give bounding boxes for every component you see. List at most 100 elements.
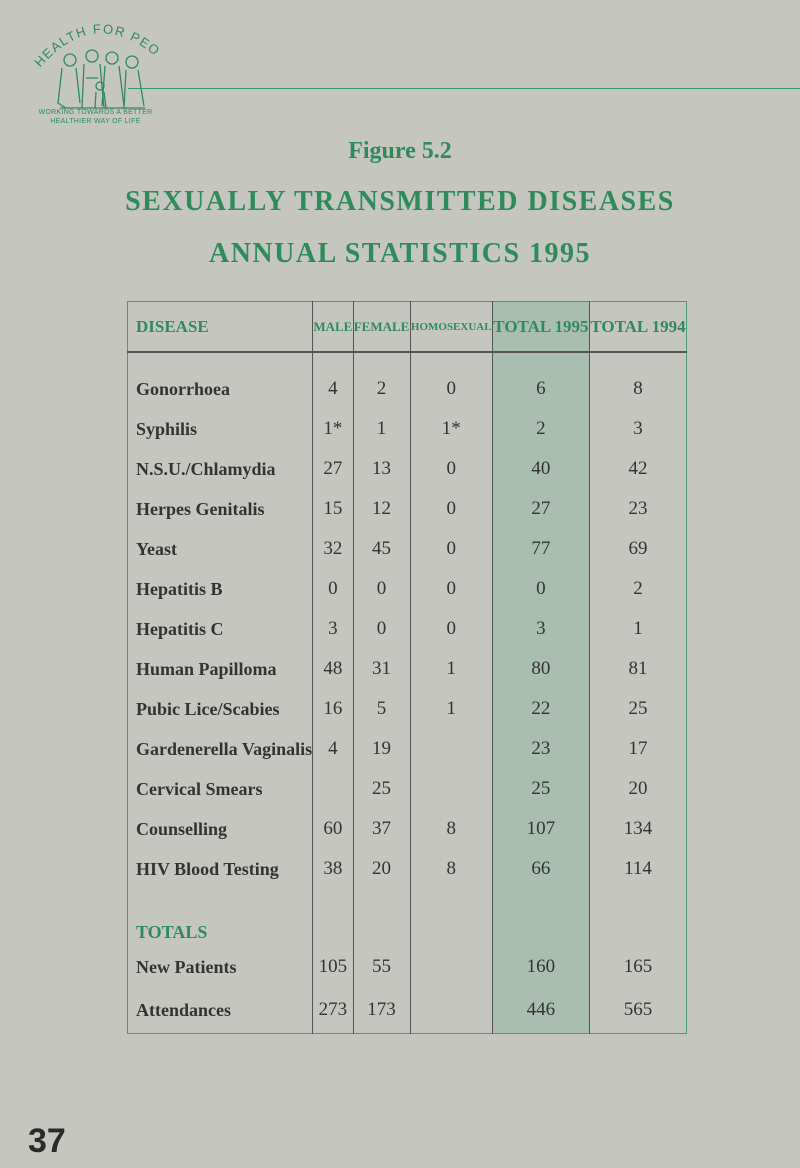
cell-male: 38 xyxy=(312,849,353,889)
cell-disease: Cervical Smears xyxy=(136,778,263,799)
cell-total-1994: 165 xyxy=(588,947,687,987)
table-row: Human Papilloma 48 31 1 80 81 xyxy=(128,649,687,689)
cell-female: 0 xyxy=(352,569,411,609)
cell-total-1995: 6 xyxy=(491,352,590,409)
totals-section-row: TOTALS xyxy=(128,889,687,947)
cell-female: 1 xyxy=(352,409,411,449)
empty-cell xyxy=(312,889,353,947)
cell-total-1995: 77 xyxy=(491,529,590,569)
table-row: Cervical Smears 25 25 20 xyxy=(128,769,687,809)
cell-total-1994: 17 xyxy=(588,729,687,769)
logo-tagline: WORKING TOWARDS A BETTER HEALTHIER WAY O… xyxy=(18,108,173,126)
cell-total-1994: 42 xyxy=(588,449,687,489)
cell-disease: Gardenerella Vaginalis xyxy=(136,738,313,759)
cell-male xyxy=(312,769,353,809)
cell-total-1995: 0 xyxy=(491,569,590,609)
cell-disease: N.S.U./Chlamydia xyxy=(136,458,276,479)
table-row: Syphilis 1* 1 1* 2 3 xyxy=(128,409,687,449)
table-row: Attendances 273 173 446 565 xyxy=(128,987,687,1034)
cell-male: 3 xyxy=(312,609,353,649)
cell-total-1995: 40 xyxy=(491,449,590,489)
table-row: Gardenerella Vaginalis 4 19 23 17 xyxy=(128,729,687,769)
cell-female: 12 xyxy=(352,489,411,529)
table-row: Herpes Genitalis 15 12 0 27 23 xyxy=(128,489,687,529)
cell-male: 1* xyxy=(312,409,353,449)
page-number: 37 xyxy=(28,1122,66,1160)
cell-disease: New Patients xyxy=(136,956,237,977)
cell-homosexual: 0 xyxy=(409,569,493,609)
cell-male: 16 xyxy=(312,689,353,729)
cell-disease: Human Papilloma xyxy=(136,658,277,679)
cell-total-1994: 565 xyxy=(588,987,687,1034)
cell-disease: Yeast xyxy=(136,538,177,559)
cell-disease: Herpes Genitalis xyxy=(136,498,265,519)
cell-male: 60 xyxy=(312,809,353,849)
empty-cell xyxy=(352,889,411,947)
header-male: MALE xyxy=(312,301,353,353)
page-subtitle: ANNUAL STATISTICS 1995 xyxy=(208,238,592,269)
cell-total-1994: 134 xyxy=(588,809,687,849)
tagline-line-1: WORKING TOWARDS A BETTER xyxy=(38,109,153,116)
table-row: Pubic Lice/Scabies 16 5 1 22 25 xyxy=(128,689,687,729)
cell-male: 4 xyxy=(312,352,353,409)
empty-cell xyxy=(409,889,493,947)
cell-female: 45 xyxy=(352,529,411,569)
header-row: DISEASE MALE FEMALE HOMOSEXUAL TOTAL 199… xyxy=(127,301,687,353)
cell-disease: Pubic Lice/Scabies xyxy=(136,698,280,719)
table-row: N.S.U./Chlamydia 27 13 0 40 42 xyxy=(128,449,687,489)
cell-total-1995: 3 xyxy=(491,609,590,649)
cell-total-1995: 27 xyxy=(491,489,590,529)
table-row: New Patients 105 55 160 165 xyxy=(128,947,687,987)
header-female: FEMALE xyxy=(352,301,411,353)
cell-total-1995: 22 xyxy=(491,689,590,729)
cell-male: 273 xyxy=(312,987,353,1034)
table-row: Counselling 60 37 8 107 134 xyxy=(128,809,687,849)
cell-female: 2 xyxy=(352,352,411,409)
svg-text:HEALTH FOR PEOPLE: HEALTH FOR PEOPLE xyxy=(20,8,163,70)
cell-homosexual: 8 xyxy=(409,809,493,849)
cell-male: 105 xyxy=(312,947,353,987)
cell-female: 31 xyxy=(352,649,411,689)
cell-female: 37 xyxy=(352,809,411,849)
cell-homosexual: 0 xyxy=(409,352,493,409)
cell-homosexual xyxy=(409,947,493,987)
cell-homosexual: 1 xyxy=(409,649,493,689)
cell-total-1994: 81 xyxy=(588,649,687,689)
cell-homosexual: 1* xyxy=(409,409,493,449)
cell-total-1994: 25 xyxy=(588,689,687,729)
cell-disease: Syphilis xyxy=(136,418,198,439)
cell-male: 15 xyxy=(312,489,353,529)
header-homosexual: HOMOSEXUAL xyxy=(409,301,493,353)
cell-female: 173 xyxy=(352,987,411,1034)
cell-homosexual xyxy=(409,729,493,769)
health-for-people-logo: HEALTH FOR PEOPLE xyxy=(20,8,163,109)
totals-label: TOTALS xyxy=(136,922,208,942)
cell-total-1994: 69 xyxy=(588,529,687,569)
cell-total-1994: 8 xyxy=(588,352,687,409)
cell-disease: Attendances xyxy=(136,999,231,1020)
std-statistics-table: DISEASE MALE FEMALE HOMOSEXUAL TOTAL 199… xyxy=(127,301,687,1034)
header-total-1995: TOTAL 1995 xyxy=(491,301,590,353)
cell-female: 0 xyxy=(352,609,411,649)
cell-total-1994: 20 xyxy=(588,769,687,809)
cell-male: 0 xyxy=(312,569,353,609)
header-rule xyxy=(128,88,800,89)
cell-homosexual: 1 xyxy=(409,689,493,729)
cell-female: 19 xyxy=(352,729,411,769)
cell-total-1995: 446 xyxy=(491,987,590,1034)
table-row: HIV Blood Testing 38 20 8 66 114 xyxy=(128,849,687,889)
cell-homosexual xyxy=(409,769,493,809)
cell-total-1994: 23 xyxy=(588,489,687,529)
cell-homosexual: 0 xyxy=(409,489,493,529)
cell-homosexual xyxy=(409,987,493,1034)
cell-total-1994: 3 xyxy=(588,409,687,449)
cell-homosexual: 8 xyxy=(409,849,493,889)
cell-total-1995: 2 xyxy=(491,409,590,449)
cell-total-1994: 114 xyxy=(588,849,687,889)
header-disease: DISEASE xyxy=(127,301,313,353)
empty-cell xyxy=(491,889,590,947)
cell-male: 4 xyxy=(312,729,353,769)
cell-disease: Gonorrhoea xyxy=(136,378,230,399)
